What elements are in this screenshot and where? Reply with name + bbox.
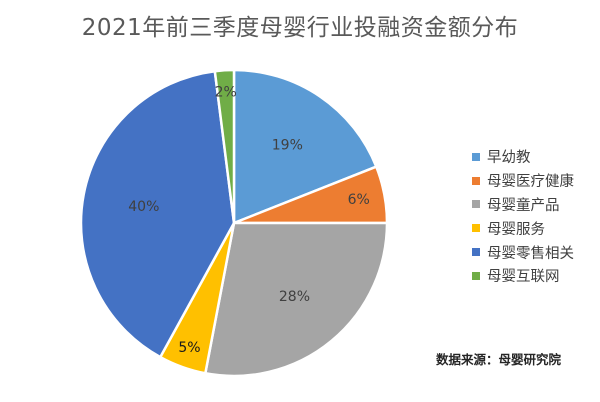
- legend-swatch-1: [472, 152, 480, 161]
- slice-label-6: 2%: [215, 85, 237, 101]
- slice-label-5: 40%: [128, 199, 159, 215]
- legend-label-4: 母婴服务: [487, 221, 545, 238]
- pie-slice-6: [213, 68, 236, 224]
- legend-item-3: 母婴童产品: [472, 193, 574, 217]
- legend-item-5: 母婴零售相关: [472, 240, 574, 264]
- pie-slice-3: [203, 221, 389, 378]
- pie-slice-5: [79, 69, 236, 359]
- legend-swatch-5: [472, 248, 480, 257]
- slice-label-4: 5%: [178, 340, 200, 356]
- slice-label-1: 19%: [272, 138, 303, 154]
- slice-label-3: 28%: [279, 289, 310, 305]
- legend-swatch-2: [472, 176, 480, 185]
- legend-item-6: 母婴互联网: [472, 264, 574, 288]
- legend-item-4: 母婴服务: [472, 216, 574, 240]
- legend: 早幼教母婴医疗健康 母婴童产品母婴服务母婴零售相关 母婴互联网: [472, 145, 574, 288]
- pie-slice-1: [232, 68, 378, 225]
- legend-item-1: 早幼教: [472, 145, 574, 169]
- legend-swatch-6: [472, 271, 480, 280]
- legend-label-2: 母婴医疗健康: [487, 174, 574, 191]
- legend-item-2: 母婴医疗健康: [472, 169, 574, 193]
- legend-label-1: 早幼教: [487, 150, 531, 167]
- legend-label-3: 母婴童产品: [487, 197, 560, 214]
- slice-label-2: 6%: [348, 192, 370, 208]
- legend-label-6: 母婴互联网: [487, 269, 560, 286]
- chart-title: 2021年前三季度母婴行业投融资金额分布: [81, 15, 519, 41]
- source-note: 数据来源：母婴研究院: [436, 352, 562, 367]
- legend-label-5: 母婴零售相关: [487, 245, 574, 262]
- legend-swatch-4: [472, 224, 480, 233]
- legend-swatch-3: [472, 200, 480, 209]
